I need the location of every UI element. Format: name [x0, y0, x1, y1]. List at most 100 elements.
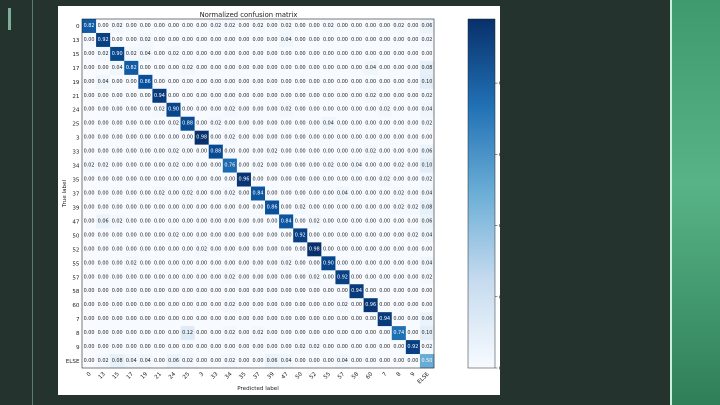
heatmap-cell — [208, 270, 224, 285]
heatmap-cell — [335, 242, 350, 257]
cell-value-label: 0.00 — [351, 246, 362, 252]
heatmap-cell — [82, 144, 97, 159]
cell-value-label: 0.00 — [351, 23, 362, 29]
cell-value-label: 0.00 — [140, 316, 151, 322]
cell-value-label: 0.00 — [253, 246, 264, 252]
cell-value-label: 0.00 — [196, 121, 207, 127]
heatmap-cell — [391, 228, 407, 243]
heatmap-cell — [222, 298, 238, 313]
cell-value-label: 0.02 — [196, 246, 207, 252]
cell-value-label: 0.02 — [154, 107, 165, 113]
cell-value-label: 0.00 — [140, 288, 151, 294]
cell-value-label: 0.00 — [126, 204, 137, 210]
cell-value-label: 0.00 — [98, 121, 109, 127]
heatmap-cell — [152, 242, 167, 257]
cell-value-label: 0.00 — [140, 260, 151, 266]
cell-value-label: 0.00 — [295, 65, 306, 71]
heatmap-cell — [194, 228, 210, 243]
cell-value-label: 0.00 — [309, 149, 320, 155]
cell-value-label: 0.00 — [224, 37, 235, 43]
heatmap-cell — [279, 102, 294, 118]
cell-value-label: 0.02 — [323, 163, 334, 169]
heatmap-cell — [335, 354, 350, 369]
cell-value-label: 0.00 — [182, 344, 193, 350]
heatmap-cell — [166, 32, 181, 48]
cell-value-label: 0.00 — [126, 330, 137, 336]
cell-value-label: 0.00 — [210, 135, 221, 141]
cell-value-label: 0.00 — [154, 79, 165, 85]
heatmap-cell — [180, 172, 195, 187]
cell-value-label: 0.00 — [210, 79, 221, 85]
heatmap-cell — [124, 32, 139, 48]
heatmap-cell — [222, 144, 238, 159]
cell-value-label: 0.00 — [168, 274, 179, 280]
cell-value-label: 0.00 — [422, 135, 433, 141]
cell-value-label: 0.00 — [365, 204, 376, 210]
cell-value-label: 0.00 — [281, 121, 292, 127]
heatmap-cell — [279, 130, 294, 145]
cell-value-label: 0.00 — [140, 107, 151, 113]
heatmap-cell — [96, 130, 111, 145]
heatmap-cell — [405, 74, 421, 90]
chart-title: Normalized confusion matrix — [200, 11, 298, 19]
cell-value-label: 0.00 — [140, 204, 151, 210]
cell-value-label: 0.00 — [267, 79, 278, 85]
cell-value-label: 0.00 — [267, 274, 278, 280]
heatmap-cell — [110, 298, 125, 313]
cell-value-label: 0.00 — [309, 93, 320, 99]
heatmap-cell — [307, 186, 322, 201]
cell-value-label: 0.00 — [267, 246, 278, 252]
cell-value-label: 0.00 — [112, 135, 123, 141]
heatmap-cell — [307, 354, 322, 369]
cell-value-label: 0.00 — [281, 330, 292, 336]
heatmap-cell — [391, 32, 407, 48]
heatmap-cell — [349, 270, 364, 285]
heatmap-cell — [194, 256, 210, 271]
cell-value-label: 0.00 — [84, 149, 95, 155]
cell-value-label: 0.84 — [281, 218, 292, 224]
cell-value-label: 0.00 — [98, 288, 109, 294]
cell-value-label: 0.00 — [323, 204, 334, 210]
heatmap-cell — [250, 46, 266, 62]
heatmap-cell — [208, 186, 224, 201]
cell-value-label: 0.00 — [267, 37, 278, 43]
heatmap-cell — [349, 186, 364, 201]
cell-value-label: 0.00 — [112, 149, 123, 155]
heatmap-cell — [293, 326, 308, 341]
cell-value-label: 0.00 — [379, 191, 390, 197]
cell-value-label: 0.00 — [393, 344, 404, 350]
cell-value-label: 0.00 — [267, 232, 278, 238]
heatmap-cells: 0.82 0.00 0.02 0.00 0.00 0.00 0.00 0.00 0.00 0.02… — [82, 19, 435, 369]
heatmap-cell — [124, 200, 139, 215]
heatmap-cell — [279, 116, 294, 131]
x-tick-label: 33 — [210, 371, 220, 381]
cell-value-label: 0.06 — [422, 316, 433, 322]
cell-value-label: 0.04 — [365, 65, 376, 71]
heatmap-cell — [110, 284, 125, 299]
heatmap-cell — [377, 130, 393, 145]
cell-value-label: 0.08 — [422, 204, 433, 210]
heatmap-cell — [363, 144, 378, 159]
heatmap-cell — [363, 326, 378, 341]
cell-value-label: 0.00 — [407, 51, 418, 57]
cell-value-label: 0.00 — [253, 274, 264, 280]
heatmap-cell — [180, 186, 195, 201]
heatmap-cell — [377, 312, 393, 327]
heatmap-cell — [124, 312, 139, 327]
cell-value-label: 0.00 — [281, 191, 292, 197]
cell-value-label: 0.00 — [168, 135, 179, 141]
heatmap-cell — [82, 116, 97, 131]
cell-value-label: 0.00 — [295, 316, 306, 322]
cell-value-label: 0.00 — [379, 93, 390, 99]
heatmap-cell — [152, 270, 167, 285]
heatmap-cell — [194, 186, 210, 201]
heatmap-cell — [208, 228, 224, 243]
cell-value-label: 0.00 — [210, 107, 221, 113]
cell-value-label: 0.00 — [407, 65, 418, 71]
y-tick-label: 3 — [76, 136, 80, 142]
heatmap-cell — [349, 214, 364, 229]
cell-value-label: 0.00 — [309, 135, 320, 141]
cell-value-label: 0.04 — [126, 358, 137, 364]
cell-value-label: 0.82 — [84, 23, 95, 29]
cell-value-label: 0.00 — [126, 135, 137, 141]
